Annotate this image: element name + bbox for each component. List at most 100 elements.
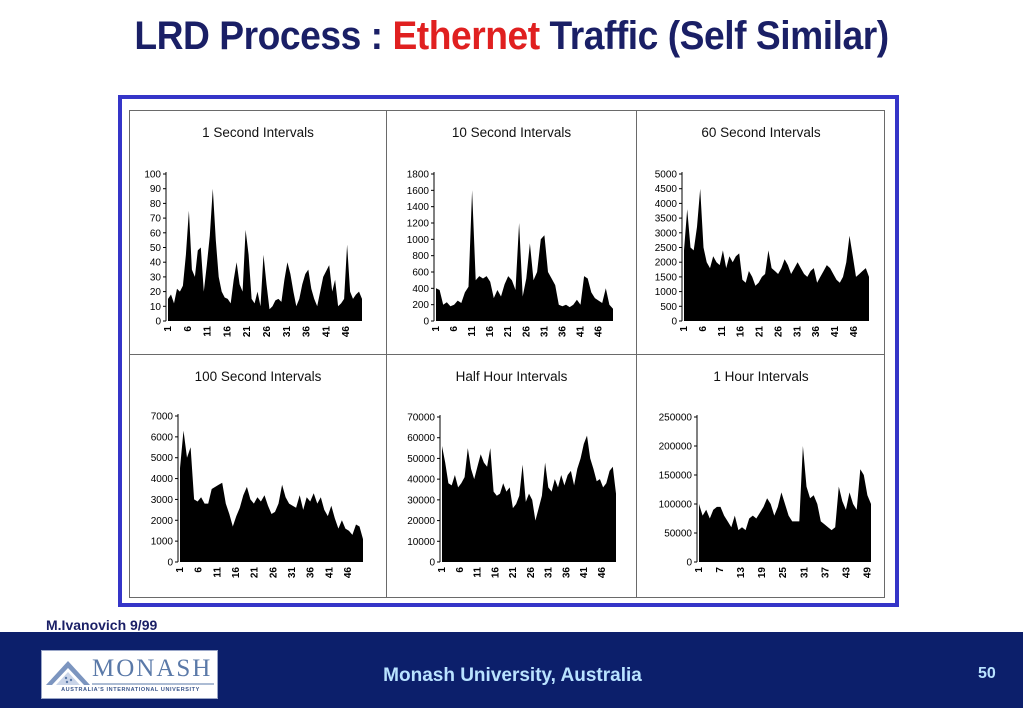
chart-panel: 0 50000 100000 150000 200000 250000 1 7 13 19 25 31… <box>637 355 885 597</box>
y-tick-label: 2000 <box>151 516 174 527</box>
x-tick-label: 25 <box>778 567 789 579</box>
slide-title: LRD Process : Ethernet Traffic (Self Sim… <box>36 14 987 59</box>
x-tick-label: 11 <box>212 567 223 578</box>
y-tick-label: 0 <box>167 558 173 569</box>
y-tick-label: 0 <box>155 317 161 328</box>
series-area <box>442 435 616 562</box>
x-tick-label: 46 <box>343 567 354 579</box>
x-tick-label: 6 <box>183 326 194 332</box>
y-tick-label: 100 <box>144 170 161 181</box>
y-tick-label: 20 <box>150 287 162 298</box>
x-tick-label: 19 <box>757 567 768 579</box>
title-part-1: LRD Process : <box>134 14 393 58</box>
x-tick-label: 31 <box>287 567 298 579</box>
x-tick-label: 41 <box>579 567 590 579</box>
x-tick-label: 41 <box>321 326 332 338</box>
y-tick-label: 70000 <box>407 413 435 424</box>
logo-wordmark: MONASH <box>92 655 213 682</box>
x-tick-label: 36 <box>811 326 822 338</box>
y-tick-label: 40 <box>150 258 162 269</box>
chart-title: 100 Second Intervals <box>194 369 322 384</box>
x-tick-label: 1 <box>437 567 448 573</box>
y-tick-label: 2500 <box>655 243 678 254</box>
y-tick-label: 5000 <box>655 170 678 181</box>
y-tick-label: 150000 <box>659 471 693 482</box>
x-tick-label: 6 <box>698 326 709 332</box>
series-area <box>168 188 362 321</box>
x-tick-label: 26 <box>773 326 784 338</box>
x-tick-label: 21 <box>250 567 261 579</box>
x-tick-label: 16 <box>485 326 496 338</box>
y-tick-label: 400 <box>412 284 429 295</box>
x-tick-label: 36 <box>302 326 313 338</box>
title-highlight: Ethernet <box>392 14 540 58</box>
x-tick-label: 21 <box>755 326 766 338</box>
x-tick-label: 6 <box>449 326 460 332</box>
x-tick-label: 36 <box>557 326 568 338</box>
y-tick-label: 600 <box>412 268 429 279</box>
y-tick-label: 7000 <box>151 412 174 423</box>
y-tick-label: 1600 <box>407 186 430 197</box>
chart-title: Half Hour Intervals <box>455 369 568 384</box>
y-tick-label: 10 <box>150 302 162 313</box>
x-tick-label: 31 <box>282 326 293 338</box>
chart-grid: 0 10 20 30 40 50 60 70 80 90 100 1 6 11 16 21 26 31 36 41 46… <box>129 110 885 598</box>
x-tick-label: 46 <box>849 326 860 338</box>
x-tick-label: 31 <box>539 326 550 338</box>
y-tick-label: 50000 <box>407 454 435 465</box>
y-tick-label: 3000 <box>151 495 174 506</box>
title-part-2: Traffic (Self Similar) <box>539 14 889 58</box>
x-tick-label: 26 <box>521 326 532 338</box>
x-tick-label: 1 <box>431 326 442 332</box>
x-tick-label: 41 <box>324 567 335 579</box>
x-tick-label: 37 <box>820 567 831 579</box>
chart-panel: 0 500 1000 1500 2000 2500 3000 3500 4000 4500 5000… <box>637 111 885 354</box>
monash-logo: MONASH AUSTRALIA'S INTERNATIONAL UNIVERS… <box>41 650 218 699</box>
y-tick-label: 1500 <box>655 272 678 283</box>
x-tick-label: 7 <box>715 567 726 573</box>
y-tick-label: 30 <box>150 272 162 283</box>
x-tick-label: 26 <box>526 567 537 579</box>
y-tick-label: 80 <box>150 199 162 210</box>
logo-roof-icon <box>46 661 214 685</box>
x-tick-label: 1 <box>694 567 705 573</box>
x-tick-label: 6 <box>194 567 205 573</box>
y-tick-label: 50 <box>150 243 162 254</box>
y-tick-label: 200 <box>412 300 429 311</box>
y-tick-label: 90 <box>150 184 162 195</box>
y-tick-label: 1800 <box>407 170 430 181</box>
y-tick-label: 1000 <box>151 537 174 548</box>
y-tick-label: 1400 <box>407 202 430 213</box>
y-tick-label: 2000 <box>655 258 678 269</box>
x-tick-label: 46 <box>594 326 605 338</box>
x-tick-label: 21 <box>508 567 519 579</box>
x-tick-label: 31 <box>544 567 555 579</box>
x-tick-label: 16 <box>736 326 747 338</box>
chart-title: 1 Hour Intervals <box>713 369 809 384</box>
logo-tagline: AUSTRALIA'S INTERNATIONAL UNIVERSITY <box>61 687 200 693</box>
y-tick-label: 10000 <box>407 537 435 548</box>
x-tick-label: 41 <box>830 326 841 338</box>
y-tick-label: 4500 <box>655 184 678 195</box>
chart-frame: 0 10 20 30 40 50 60 70 80 90 100 1 6 11 16 21 26 31 36 41 46… <box>118 95 899 607</box>
x-tick-label: 11 <box>203 326 214 337</box>
chart-title: 60 Second Intervals <box>701 125 821 140</box>
chart-panel: 0 10000 20000 30000 40000 50000 60000 70000 1 6 11… <box>387 355 636 597</box>
x-tick-label: 31 <box>799 567 810 579</box>
y-tick-label: 50000 <box>664 529 692 540</box>
y-tick-label: 60 <box>150 228 162 239</box>
y-tick-label: 3500 <box>655 214 678 225</box>
footer-university: Monash University, Australia <box>383 665 642 686</box>
chart-panel: 0 10 20 30 40 50 60 70 80 90 100 1 6 11 16 21 26 31 36 41 46… <box>130 111 386 354</box>
x-tick-label: 13 <box>736 567 747 579</box>
y-tick-label: 20000 <box>407 516 435 527</box>
x-tick-label: 21 <box>503 326 514 338</box>
series-area <box>684 188 869 321</box>
y-tick-label: 6000 <box>151 432 174 443</box>
author-credit: M.Ivanovich 9/99 <box>46 617 158 633</box>
series-area <box>699 446 871 562</box>
y-tick-label: 30000 <box>407 495 435 506</box>
